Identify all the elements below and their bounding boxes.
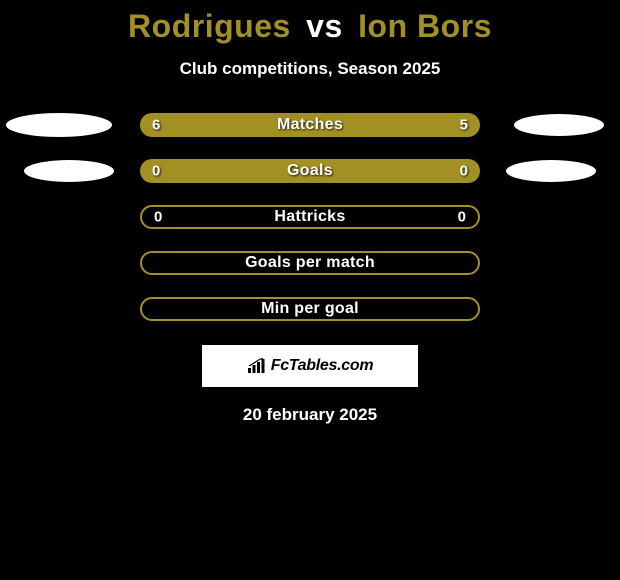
stat-bar: 6 Matches 5 [140,113,480,137]
stat-row: 6 Matches 5 [0,113,620,137]
stat-label: Goals per match [245,254,375,272]
stat-label: Hattricks [274,208,345,226]
comparison-card: Rodrigues vs Ion Bors Club competitions,… [0,0,620,425]
player1-name: Rodrigues [128,8,291,44]
stat-label: Goals [287,162,333,180]
stat-bar: 0 Hattricks 0 [140,205,480,229]
player2-indicator [506,160,596,182]
brand-text: FcTables.com [271,357,374,375]
stat-value-left: 0 [154,209,162,226]
player1-indicator [6,113,112,137]
stats-rows: 6 Matches 5 0 Goals 0 0 Hattricks 0 Goals per mat… [0,113,620,321]
stat-bar: 0 Goals 0 [140,159,480,183]
stat-bar: Min per goal [140,297,480,321]
player2-name: Ion Bors [358,8,492,44]
vs-separator: vs [306,8,343,44]
subtitle: Club competitions, Season 2025 [0,59,620,79]
stat-value-left: 6 [152,117,160,134]
stat-value-left: 0 [152,163,160,180]
date-label: 20 february 2025 [0,405,620,425]
stat-value-right: 5 [460,117,468,134]
stat-label: Matches [277,116,343,134]
stat-row: 0 Goals 0 [0,159,620,183]
stat-label: Min per goal [261,300,359,318]
player2-indicator [514,114,604,136]
player1-indicator [24,160,114,182]
bar-chart-icon [247,358,267,374]
brand-badge: FcTables.com [202,345,418,387]
stat-row: 0 Hattricks 0 [0,205,620,229]
stat-bar: Goals per match [140,251,480,275]
stat-value-right: 0 [458,209,466,226]
stat-row: Min per goal [0,297,620,321]
page-title: Rodrigues vs Ion Bors [0,8,620,45]
stat-value-right: 0 [460,163,468,180]
stat-row: Goals per match [0,251,620,275]
